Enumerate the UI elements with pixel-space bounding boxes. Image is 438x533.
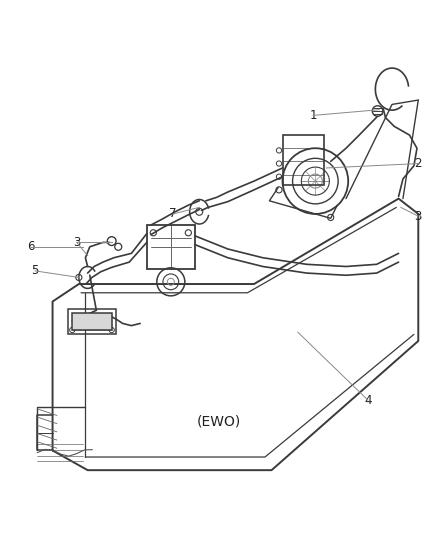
Bar — [147, 225, 195, 269]
Text: 3: 3 — [73, 236, 80, 249]
Text: 2: 2 — [414, 157, 422, 170]
Text: 4: 4 — [364, 393, 372, 407]
Bar — [68, 309, 116, 334]
Bar — [283, 135, 324, 185]
Text: 1: 1 — [309, 109, 317, 122]
Text: (EWO): (EWO) — [197, 415, 241, 429]
Text: 7: 7 — [169, 207, 177, 221]
Text: 5: 5 — [32, 264, 39, 277]
Text: 6: 6 — [27, 240, 35, 253]
Bar — [72, 313, 112, 330]
Text: 3: 3 — [415, 209, 422, 223]
